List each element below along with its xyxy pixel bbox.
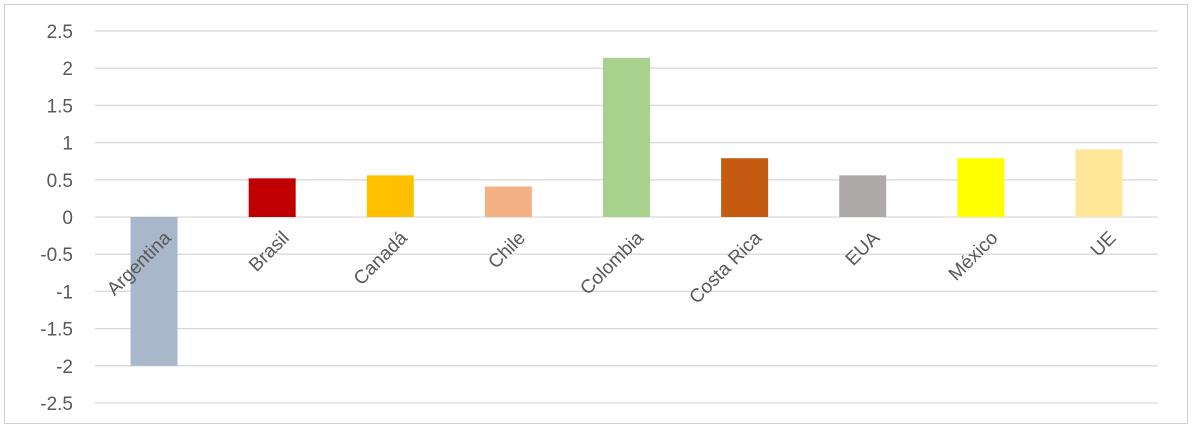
category-labels: Argentina Brasil Canadá Chile Colombia Costa … — [103, 227, 1120, 308]
category-label: EUA — [842, 227, 885, 270]
y-tick-label: 1.5 — [47, 96, 73, 117]
y-tick-label: 2.5 — [47, 22, 73, 43]
category-label: Chile — [484, 228, 529, 273]
bar-colombia — [603, 57, 650, 218]
y-tick-label: -1.5 — [40, 320, 73, 341]
y-tick-label: 0.5 — [47, 171, 73, 192]
category-label: México — [945, 228, 1002, 285]
bar-eua — [839, 175, 887, 217]
bar-argentina — [130, 217, 178, 366]
bar-costa-rica — [721, 158, 769, 217]
bar-ue — [1075, 149, 1123, 217]
bar-layer — [130, 57, 1123, 366]
y-tick-label: 2 — [62, 59, 73, 80]
y-tick-label: -0.5 — [40, 245, 73, 266]
y-tick-label: -2 — [56, 357, 73, 378]
y-tick-label: -1 — [56, 282, 73, 303]
y-tick-label: 1 — [62, 134, 73, 155]
bar-m-xico — [957, 158, 1005, 217]
category-label: Colombia — [576, 227, 648, 299]
category-label: UE — [1087, 228, 1121, 262]
category-label: Costa Rica — [686, 227, 767, 308]
y-axis-ticks: 2.5 2 1.5 1 0.5 0 -0.5 -1 -1.5 -2 -2.5 — [40, 22, 73, 415]
bar-chile — [484, 186, 532, 217]
category-label: Canadá — [350, 227, 412, 289]
y-tick-label: 0 — [62, 208, 73, 229]
y-tick-label: -2.5 — [40, 394, 73, 415]
bar-brasil — [248, 178, 296, 217]
category-label: Brasil — [245, 228, 293, 276]
bar-canad- — [366, 175, 414, 217]
